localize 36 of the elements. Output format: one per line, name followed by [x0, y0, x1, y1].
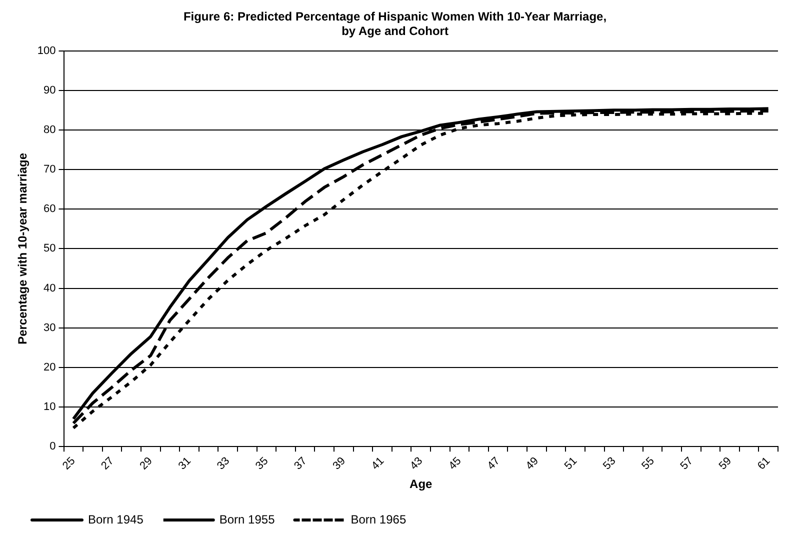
x-tick-label: 51 — [562, 455, 580, 472]
legend-label: Born 1945 — [88, 512, 144, 526]
y-axis-title: Percentage with 10-year marriage — [16, 152, 30, 344]
x-axis-title: Age — [410, 477, 433, 492]
y-tick-label: 80 — [44, 124, 56, 136]
y-tick-label: 50 — [44, 242, 56, 255]
legend-label: Born 1955 — [219, 512, 276, 526]
y-tick-label: 70 — [44, 164, 56, 176]
y-tick-label: 0 — [50, 440, 56, 453]
y-tick-label: 20 — [44, 361, 56, 374]
x-tick-label: 49 — [524, 455, 541, 472]
x-tick-label: 55 — [640, 455, 657, 472]
y-tick-label: 90 — [44, 84, 56, 96]
legend-label: Born 1965 — [350, 512, 406, 526]
x-tick-label: 27 — [99, 455, 116, 472]
x-tick-label: 29 — [138, 455, 155, 472]
x-tick-label: 59 — [716, 455, 734, 472]
y-tick-label: 60 — [44, 203, 56, 216]
x-tick-label: 43 — [408, 455, 426, 472]
x-tick-label: 37 — [292, 455, 310, 472]
x-tick-label: 47 — [485, 455, 502, 472]
y-tick-label: 40 — [44, 282, 56, 294]
x-tick-label: 53 — [601, 455, 618, 472]
x-tick-label: 61 — [755, 455, 773, 472]
y-tick-label: 100 — [37, 44, 56, 57]
x-tick-label: 45 — [446, 455, 464, 472]
x-tick-label: 25 — [60, 455, 78, 472]
x-tick-label: 39 — [330, 455, 348, 472]
chart-title: Figure 6: Predicted Percentage of Hispanic Women With 10-Year Marriage, by Age and Cohort — [183, 10, 607, 38]
x-tick-label: 57 — [678, 455, 696, 472]
x-tick-label: 31 — [176, 455, 194, 472]
x-tick-label: 35 — [254, 455, 271, 472]
x-tick-label: 41 — [369, 455, 387, 472]
y-tick-label: 10 — [44, 401, 56, 414]
x-tick-label: 33 — [214, 455, 232, 472]
y-tick-label: 30 — [44, 322, 56, 334]
